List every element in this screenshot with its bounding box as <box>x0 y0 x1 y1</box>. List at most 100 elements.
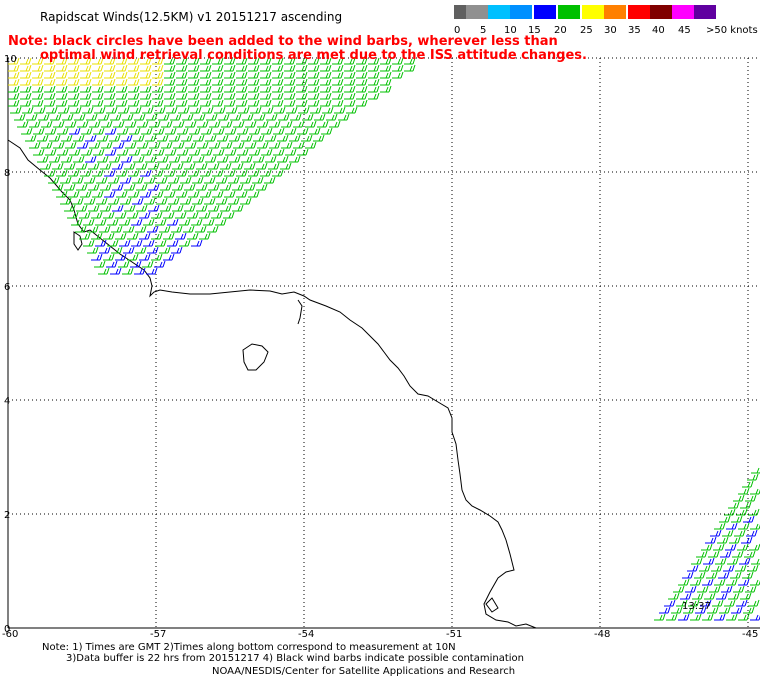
wind-barb <box>404 57 416 65</box>
wind-barb <box>273 148 285 156</box>
wind-barb <box>212 57 224 65</box>
wind-barb <box>97 134 109 142</box>
wind-barb <box>128 92 140 100</box>
wind-barb <box>189 148 201 156</box>
wind-barb <box>261 148 273 156</box>
legend-label: 25 <box>580 25 593 36</box>
wind-barb <box>248 64 260 72</box>
wind-barb <box>212 92 224 100</box>
wind-barb <box>128 78 140 86</box>
wind-barb <box>143 239 155 247</box>
wind-barb <box>244 183 256 191</box>
wind-barb <box>184 204 196 212</box>
wind-barb <box>172 162 184 170</box>
note-line-1: Note: black circles have been added to t… <box>8 34 558 49</box>
wind-barb <box>212 169 224 177</box>
wind-barb <box>368 64 380 72</box>
wind-barb <box>212 71 224 79</box>
wind-barb <box>80 71 92 79</box>
wind-barb <box>277 134 289 142</box>
wind-barb <box>108 176 120 184</box>
wind-barb <box>56 99 68 107</box>
wind-barb <box>164 169 176 177</box>
wind-barb <box>44 64 56 72</box>
wind-barb <box>81 148 93 156</box>
wind-barb <box>29 141 41 149</box>
wind-barb <box>116 85 128 93</box>
wind-barb <box>220 162 232 170</box>
wind-barb <box>152 57 164 65</box>
wind-barb <box>67 211 79 219</box>
wind-barb <box>332 57 344 65</box>
wind-barb <box>64 183 76 191</box>
wind-barb <box>119 239 131 247</box>
wind-barb <box>128 71 140 79</box>
wind-barb <box>748 508 760 516</box>
wind-barb <box>131 218 143 226</box>
wind-barb <box>124 183 136 191</box>
wind-barb <box>32 71 44 79</box>
wind-barb <box>241 134 253 142</box>
wind-barb <box>344 92 356 100</box>
wind-barb <box>25 134 37 142</box>
wind-barb <box>122 113 134 121</box>
wind-barb <box>344 64 356 72</box>
wind-barb <box>212 78 224 86</box>
wind-barb <box>116 78 128 86</box>
wind-barb <box>201 148 213 156</box>
wind-barb <box>745 585 757 593</box>
wind-barb <box>164 71 176 79</box>
legend-swatch <box>694 5 716 19</box>
wind-barb <box>321 127 333 135</box>
wind-barb <box>161 141 173 149</box>
wind-barb <box>659 606 671 614</box>
wind-barb <box>93 148 105 156</box>
wind-barb <box>308 57 320 65</box>
wind-barb <box>260 64 272 72</box>
wind-barb <box>41 141 53 149</box>
wind-barb <box>140 169 152 177</box>
wind-barb <box>302 113 314 121</box>
wind-barb <box>140 85 152 93</box>
lat-lon-grid <box>7 57 760 629</box>
legend-swatch <box>604 5 626 19</box>
wind-barb <box>92 78 104 86</box>
wind-barb <box>125 120 137 128</box>
wind-barb <box>284 85 296 93</box>
wind-barb <box>8 71 20 79</box>
wind-barb <box>248 71 260 79</box>
wind-barb <box>248 190 260 198</box>
wind-barb <box>145 155 157 163</box>
wind-barb <box>105 127 117 135</box>
wind-barb <box>711 564 723 572</box>
wind-barb <box>20 99 32 107</box>
wind-barb <box>104 99 116 107</box>
wind-barb <box>103 253 115 261</box>
wind-barb <box>125 141 137 149</box>
wind-barb <box>207 225 219 233</box>
wind-barb <box>80 78 92 86</box>
wind-barb <box>678 613 690 621</box>
wind-barb <box>8 57 20 65</box>
wind-barb <box>121 155 133 163</box>
wind-barb <box>751 467 760 474</box>
wind-barb <box>68 99 80 107</box>
wind-barb <box>120 176 132 184</box>
wind-barb <box>171 225 183 233</box>
wind-barb <box>301 134 313 142</box>
wind-barb <box>76 204 88 212</box>
wind-barb <box>716 592 728 600</box>
wind-barb <box>188 92 200 100</box>
wind-barb <box>719 606 731 614</box>
wind-barb <box>724 508 736 516</box>
wind-barb <box>115 232 127 240</box>
wind-barb <box>289 134 301 142</box>
wind-barb <box>737 543 749 551</box>
wind-barb <box>196 162 208 170</box>
wind-barb <box>92 99 104 107</box>
wind-barb <box>356 92 368 100</box>
wind-barb <box>92 64 104 72</box>
wind-barb <box>260 57 272 65</box>
wind-barb <box>95 239 107 247</box>
wind-barb <box>289 155 301 163</box>
